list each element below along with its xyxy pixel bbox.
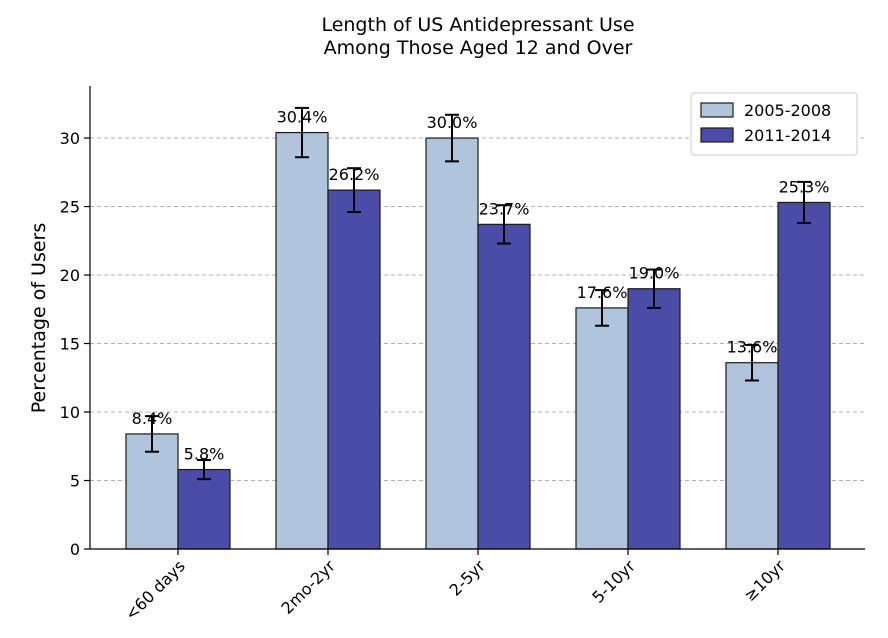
y-axis-label: Percentage of Users — [28, 223, 50, 413]
y-tick-label: 10 — [60, 403, 80, 422]
bar — [275, 131, 329, 550]
y-tick-label: 25 — [60, 198, 80, 217]
chart-title: Length of US Antidepressant Use Among Th… — [321, 14, 634, 59]
legend-label: 2005-2008 — [744, 101, 831, 120]
bar — [477, 223, 531, 550]
bar — [425, 137, 479, 550]
bar — [575, 307, 629, 550]
bar — [177, 468, 231, 550]
y-tick-label: 0 — [70, 540, 80, 559]
legend: 2005-2008 2011-2014 — [690, 92, 858, 156]
data-label: 30.0% — [427, 113, 478, 132]
data-label: 17.6% — [577, 283, 628, 302]
data-label: 25.3% — [779, 177, 830, 196]
legend-swatch — [700, 127, 734, 143]
chart-title-line-2: Among Those Aged 12 and Over — [324, 37, 633, 59]
data-label: 26.2% — [329, 165, 380, 184]
data-label: 5.8% — [184, 445, 225, 464]
data-label: 19.0% — [629, 264, 680, 283]
bar — [327, 189, 381, 550]
y-tick-label: 15 — [60, 335, 80, 354]
bar — [725, 362, 779, 550]
data-label: 8.4% — [132, 409, 173, 428]
bar — [777, 201, 831, 550]
legend-label: 2011-2014 — [744, 126, 831, 145]
chart-title-line-1: Length of US Antidepressant Use — [321, 14, 634, 36]
x-tick-label: 2mo-2yr — [277, 556, 339, 618]
x-tick-label: 2-5yr — [446, 556, 490, 600]
data-labels: 8.4% 5.8% 30.4% 26.2% 30.0% 23.7% 17.6%19.0% 13… — [132, 108, 830, 464]
y-tick-label: 20 — [60, 266, 80, 285]
bar — [627, 288, 681, 550]
y-tick-label: 30 — [60, 129, 80, 148]
data-label: 13.6% — [727, 338, 778, 357]
legend-swatch — [700, 102, 734, 118]
bars — [125, 131, 831, 550]
x-tick-label: 5-10yr — [588, 556, 639, 607]
x-tick-label: <60 days — [121, 556, 189, 624]
data-label: 23.7% — [479, 199, 530, 218]
y-tick-label: 5 — [70, 472, 80, 491]
data-label: 30.4% — [277, 108, 328, 127]
x-tick-label: ≥10yr — [740, 556, 789, 605]
error-bars — [145, 106, 811, 481]
